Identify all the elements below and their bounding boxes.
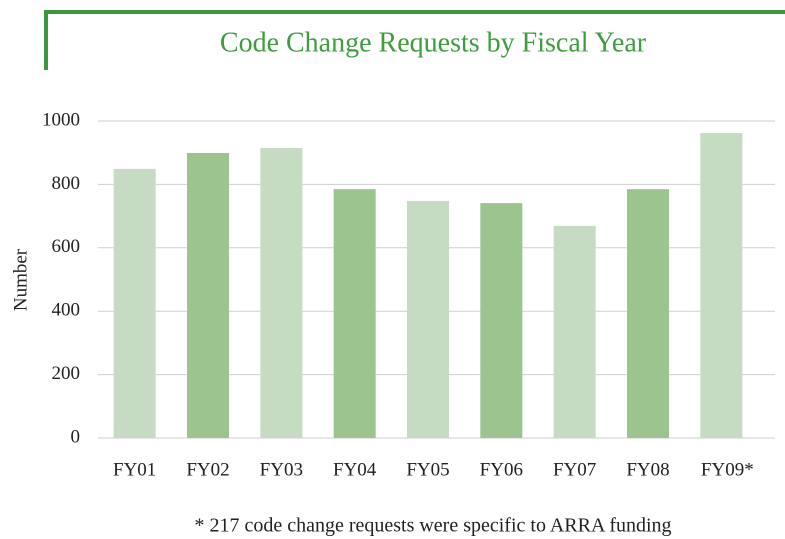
bar [187,153,229,438]
y-tick-label: 1000 [42,109,80,130]
x-tick-label: FY04 [333,459,377,480]
x-tick-label: FY02 [186,459,229,480]
x-tick-label: FY07 [553,459,596,480]
bar [333,189,376,438]
x-tick-label: FY08 [626,459,669,480]
y-tick-label: 0 [71,426,81,447]
x-tick-label: FY01 [113,459,156,480]
bar [553,225,596,438]
chart-title: Code Change Requests by Fiscal Year [220,27,647,58]
y-tick-label: 800 [52,173,81,194]
x-tick-label: FY03 [260,459,303,480]
bar [480,203,523,438]
x-tick-label: FY05 [406,459,449,480]
bar [627,189,669,438]
y-tick-label: 400 [52,300,81,321]
bar [700,133,743,438]
x-tick-label: FY09* [701,459,754,480]
x-tick-label: FY06 [480,459,523,480]
bar [113,168,156,438]
bar [407,200,449,438]
bar [260,147,303,438]
y-tick-label: 600 [52,236,81,257]
footnote: * 217 code change requests were specific… [194,515,671,537]
y-tick-label: 200 [52,363,81,384]
y-axis-label: Number [10,248,31,311]
